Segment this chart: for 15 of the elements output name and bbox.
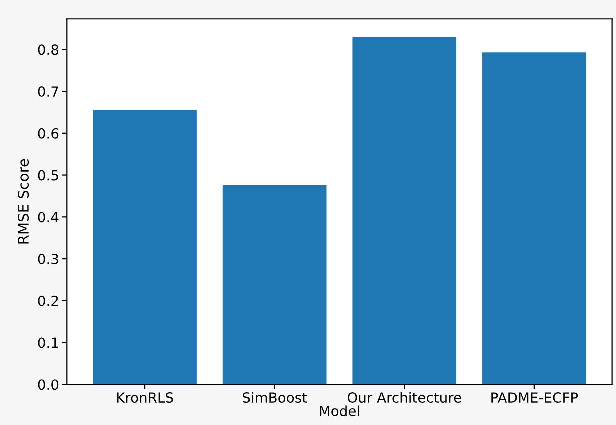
- y-tick-label: 0.1: [38, 338, 58, 348]
- x-tick-label: Our Architecture: [348, 392, 462, 404]
- x-tick-label: SimBoost: [243, 392, 308, 404]
- x-tick-label: PADME-ECFP: [492, 392, 578, 404]
- y-tick-label: 0.4: [38, 212, 59, 223]
- y-tick-label: 0.2: [38, 296, 58, 306]
- y-tick-label: 0.6: [38, 128, 59, 139]
- y-axis-title: RMSE Score: [18, 159, 30, 244]
- x-axis-title: Model: [320, 406, 360, 416]
- y-tick-label: 0.7: [38, 86, 58, 98]
- y-tick-label: 0.3: [38, 254, 58, 264]
- y-tick-label: 0.8: [38, 44, 59, 56]
- x-tick-label: KronRLS: [117, 392, 174, 404]
- y-tick-label: 0.5: [38, 170, 58, 181]
- y-tick-label: 0.0: [38, 380, 59, 390]
